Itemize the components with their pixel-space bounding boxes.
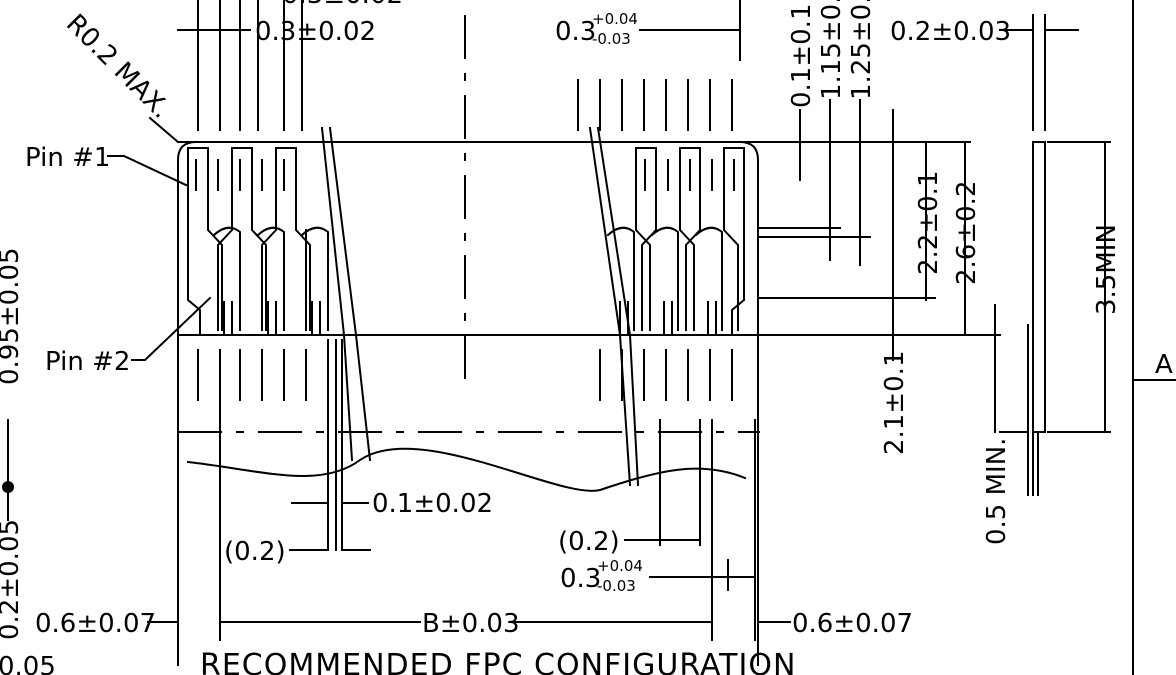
- ref-right-label: (0.2): [558, 527, 620, 557]
- gap-01-label: 0.1±0.02: [372, 489, 493, 519]
- left-corner-label: 0.05: [0, 652, 56, 675]
- v-125-label: 1.25±0.: [847, 0, 877, 100]
- left-vertical-095-label: 0.95±0.05: [0, 247, 25, 385]
- pitch-left-label: 0.3±0.02: [255, 17, 376, 47]
- top-cut-label: 0.3±0.02: [282, 0, 403, 10]
- right-vertical-dimensions: 0.1±0.1 1.15±0. 1.25±0. 2.2±0.1 2.6±0.2 …: [757, 0, 1122, 545]
- left-break-lines: [320, 126, 372, 551]
- v-22-label: 2.2±0.1: [914, 171, 944, 275]
- edge-letter: A: [1155, 350, 1173, 380]
- left-vertical-02-label: 0.2±0.05: [0, 519, 25, 640]
- side-profile: 0.2±0.03: [890, 14, 1111, 496]
- drawing-title: RECOMMENDED FPC CONFIGURATION: [200, 648, 796, 675]
- v-01-label: 0.1±0.1: [787, 4, 817, 108]
- pitch-right-sub: -0.03: [592, 30, 631, 48]
- right-pin-group: [577, 79, 745, 487]
- bottom-dimensions: 0.1±0.02 (0.2) (0.2) 0.3 +0.04 -0.03 0.6…: [35, 399, 913, 641]
- fpc-outline: [177, 15, 1001, 666]
- pitch-bottom-sub: -0.03: [597, 577, 636, 595]
- bottom-right-label: 0.6±0.07: [792, 609, 913, 639]
- pin1-label: Pin #1: [25, 143, 110, 173]
- pitch-bottom-sup: +0.04: [597, 557, 643, 575]
- left-edge-dimension: 0.95±0.05 0.2±0.05 0.05: [0, 247, 56, 675]
- bottom-mid-label: B±0.03: [422, 609, 520, 639]
- v-35-label: 3.5MIN: [1092, 224, 1122, 315]
- v-115-label: 1.15±0.: [817, 0, 847, 100]
- break-wave: [186, 447, 747, 492]
- pin-callouts: Pin #1 Pin #2: [25, 143, 212, 377]
- right-thickness-label: 0.2±0.03: [890, 17, 1011, 47]
- v-05-label: 0.5 MIN.: [982, 438, 1012, 545]
- pitch-right-main: 0.3: [555, 17, 596, 47]
- pitch-right-sup: +0.04: [592, 10, 638, 28]
- pitch-bottom-main: 0.3: [560, 564, 601, 594]
- ref-left-label: (0.2): [224, 537, 286, 567]
- frame-edge: A: [1132, 0, 1176, 675]
- radius-note: R0.2 MAX.: [60, 9, 180, 144]
- v-21-label: 2.1±0.1: [880, 351, 910, 455]
- v-26-label: 2.6±0.2: [952, 181, 982, 285]
- radius-label: R0.2 MAX.: [60, 9, 176, 125]
- pin2-label: Pin #2: [45, 347, 130, 377]
- bottom-left-label: 0.6±0.07: [35, 609, 156, 639]
- top-dimensions: 0.3±0.02 0.3±0.02 0.3 +0.04 -0.03: [177, 0, 741, 61]
- left-pin-group: [187, 0, 329, 401]
